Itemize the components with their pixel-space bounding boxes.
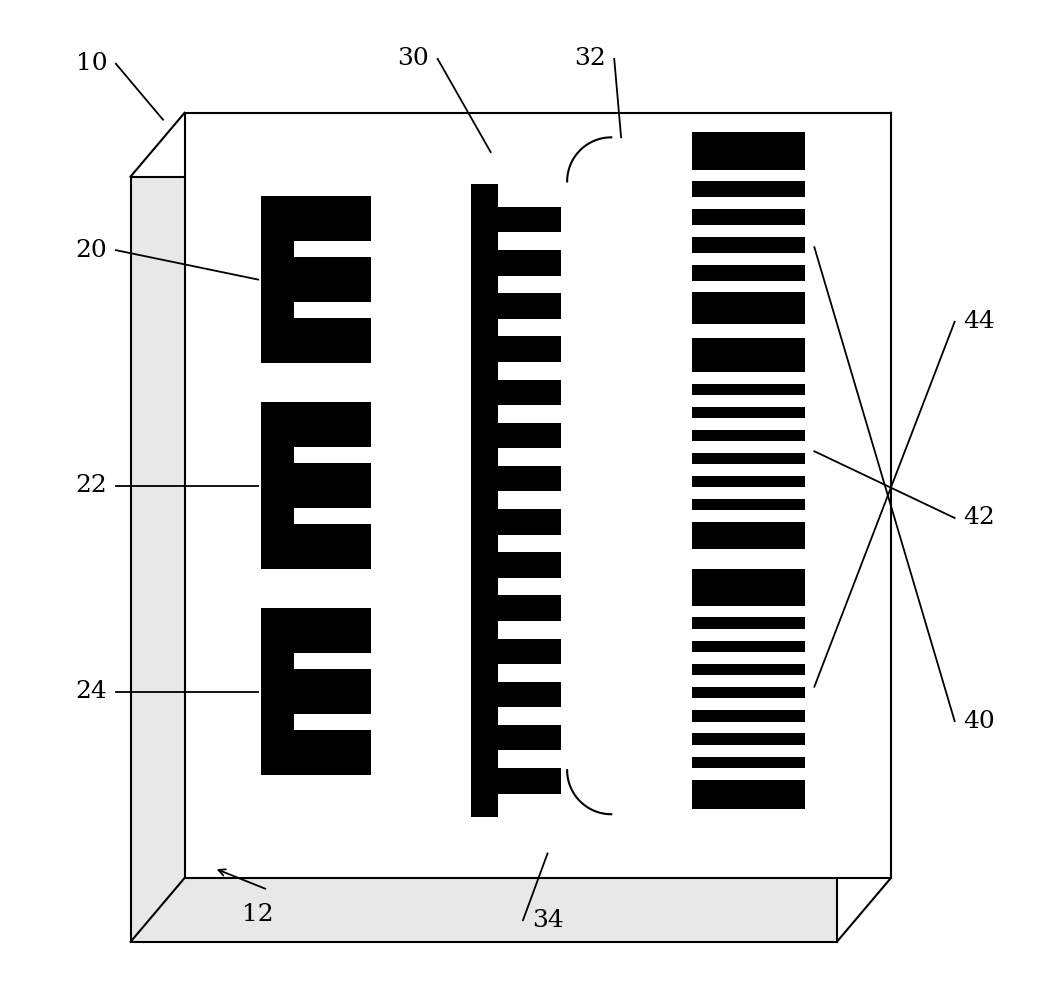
Text: 10: 10 [75,52,107,76]
Bar [691,629,804,641]
Bar [260,608,294,775]
Bar [294,402,371,447]
Bar [691,605,804,617]
Bar [691,197,804,209]
Bar [691,698,804,710]
Bar [691,170,804,181]
Bar [691,395,804,407]
Bar [498,725,561,750]
Bar [498,595,561,621]
Bar [691,675,804,687]
Bar [691,225,804,236]
Bar [691,132,804,324]
Bar [498,250,561,276]
Bar [691,652,804,664]
Bar [498,380,561,405]
Bar [294,463,371,508]
Bar [294,318,371,363]
Bar [294,196,371,241]
Bar [260,196,294,363]
Bar [294,730,371,775]
Bar [498,336,561,362]
Bar [498,207,561,232]
Text: 32: 32 [574,47,606,71]
Text: 30: 30 [397,47,429,71]
Bar [691,464,804,476]
Bar [691,418,804,430]
Text: 22: 22 [75,474,108,497]
Bar [498,768,561,794]
Bar [294,669,371,714]
Bar [691,510,804,522]
Bar [294,608,371,653]
Text: 24: 24 [75,680,108,703]
Bar [691,281,804,292]
Bar [691,487,804,498]
Bar [498,466,561,491]
Bar [691,722,804,734]
Bar [498,293,561,319]
Text: 42: 42 [963,506,995,530]
Text: 40: 40 [963,709,995,733]
Bar [498,509,561,535]
Bar [691,373,804,385]
Bar [294,257,371,302]
Text: 44: 44 [963,310,995,334]
Bar [691,253,804,265]
Text: 12: 12 [243,903,274,926]
Bar [294,524,371,569]
Polygon shape [184,113,891,878]
Bar [472,183,498,816]
Bar [691,569,804,809]
Bar [691,338,804,549]
Bar [498,423,561,448]
Text: 34: 34 [531,908,564,932]
Bar [498,682,561,707]
Bar [260,402,294,569]
Bar [691,768,804,780]
Text: 20: 20 [75,238,108,262]
Bar [691,441,804,453]
Bar [498,639,561,664]
Polygon shape [131,177,837,942]
Bar [691,745,804,756]
Bar [498,552,561,578]
